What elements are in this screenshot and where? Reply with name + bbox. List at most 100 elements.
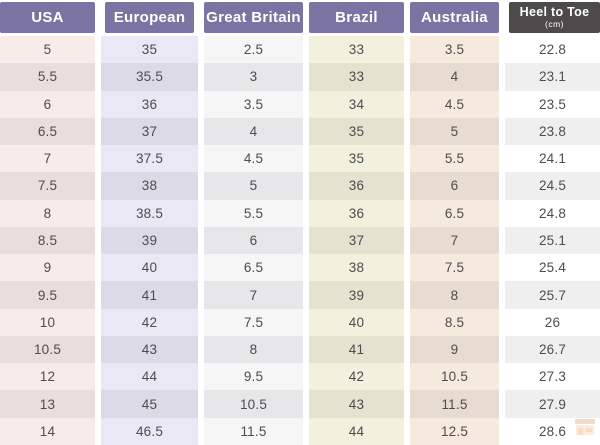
table-cell: 23.5 xyxy=(505,90,600,118)
table-cell: 39 xyxy=(101,226,198,255)
table-cell: 24.1 xyxy=(505,145,600,173)
table-cell: 5.5 xyxy=(0,63,95,91)
table-cell: 10.5 xyxy=(204,390,303,418)
table-cell: 5 xyxy=(204,172,303,200)
table-cell: 12.5 xyxy=(410,417,499,445)
table-cell: 6 xyxy=(204,226,303,255)
table-cell: 5.5 xyxy=(410,145,499,173)
table-cell: 5 xyxy=(0,36,95,64)
table-cell: 36 xyxy=(101,90,198,118)
table-cell: 38 xyxy=(309,254,404,282)
table-cell: 4 xyxy=(204,117,303,146)
table-cell: 44 xyxy=(309,417,404,445)
table-cell: 9.5 xyxy=(0,281,95,309)
table-cell: 25.1 xyxy=(505,226,600,255)
table-cell: 33 xyxy=(309,63,404,91)
table-cell: 27.9 xyxy=(505,390,600,418)
table-cell: 43 xyxy=(309,390,404,418)
table-cell: 11.5 xyxy=(410,390,499,418)
table-cell: 7 xyxy=(0,145,95,173)
table-cell: 25.7 xyxy=(505,281,600,309)
table-cell: 9.5 xyxy=(204,363,303,391)
table-cell: 41 xyxy=(309,335,404,364)
table-cell: 13 xyxy=(0,390,95,418)
table-cell: 8 xyxy=(0,199,95,227)
table-cell: 45 xyxy=(101,390,198,418)
table-cell: 3 xyxy=(204,63,303,91)
table-cell: 22.8 xyxy=(505,36,600,64)
table-cell: 7.5 xyxy=(410,254,499,282)
table-cell: 6 xyxy=(410,172,499,200)
storefront-logo-watermark-icon xyxy=(574,418,596,441)
column-header-heel-to-toe: Heel to Toe (cm) xyxy=(509,2,600,33)
table-cell: 6 xyxy=(0,90,95,118)
table-cell: 27.3 xyxy=(505,363,600,391)
table-cell: 9 xyxy=(410,335,499,364)
table-cell: 8 xyxy=(410,281,499,309)
table-cell: 33 xyxy=(309,36,404,64)
table-cell: 35 xyxy=(101,36,198,64)
table-cell: 36 xyxy=(309,199,404,227)
table-cell: 42 xyxy=(309,363,404,391)
table-cell: 3.5 xyxy=(204,90,303,118)
table-cell: 36 xyxy=(309,172,404,200)
table-cell: 35 xyxy=(309,145,404,173)
table-cell: 24.8 xyxy=(505,199,600,227)
table-cell: 10.5 xyxy=(0,335,95,364)
column-header-australia: Australia xyxy=(410,2,499,33)
table-cell: 10.5 xyxy=(410,363,499,391)
table-cell: 40 xyxy=(309,308,404,336)
table-cell: 7 xyxy=(410,226,499,255)
table-cell: 7.5 xyxy=(204,308,303,336)
table-cell: 8.5 xyxy=(410,308,499,336)
table-cell: 4.5 xyxy=(410,90,499,118)
table-cell: 39 xyxy=(309,281,404,309)
column-header-european: European xyxy=(105,2,194,33)
table-cell: 42 xyxy=(101,308,198,336)
column-header-brazil: Brazil xyxy=(309,2,404,33)
table-header-row: USA European Great Britain Brazil Austra… xyxy=(0,2,600,33)
table-cell: 43 xyxy=(101,335,198,364)
heel-to-toe-label: Heel to Toe xyxy=(519,4,590,19)
table-cell: 44 xyxy=(101,363,198,391)
column-header-usa: USA xyxy=(0,2,95,33)
table-cell: 8 xyxy=(204,335,303,364)
table-body: 5 35 2.5 33 3.5 22.8 5.5 35.5 3 33 4 23.… xyxy=(0,36,600,445)
table-cell: 37 xyxy=(101,117,198,146)
table-cell: 23.1 xyxy=(505,63,600,91)
table-cell: 41 xyxy=(101,281,198,309)
table-cell: 7.5 xyxy=(0,172,95,200)
column-header-great-britain: Great Britain xyxy=(204,2,303,33)
table-cell: 12 xyxy=(0,363,95,391)
table-cell: 46.5 xyxy=(101,417,198,445)
table-cell: 14 xyxy=(0,417,95,445)
table-cell: 25.4 xyxy=(505,254,600,282)
table-cell: 26 xyxy=(505,308,600,336)
table-cell: 7 xyxy=(204,281,303,309)
table-cell: 11.5 xyxy=(204,417,303,445)
table-cell: 26.7 xyxy=(505,335,600,364)
heel-to-toe-unit: (cm) xyxy=(545,18,564,29)
table-cell: 37.5 xyxy=(101,145,198,173)
table-cell: 40 xyxy=(101,254,198,282)
table-cell: 35.5 xyxy=(101,63,198,91)
table-cell: 6.5 xyxy=(204,254,303,282)
table-cell: 8.5 xyxy=(0,226,95,255)
table-cell: 4.5 xyxy=(204,145,303,173)
table-cell: 28.6 xyxy=(505,417,600,445)
table-cell: 5.5 xyxy=(204,199,303,227)
table-cell: 38 xyxy=(101,172,198,200)
table-cell: 10 xyxy=(0,308,95,336)
table-cell: 38.5 xyxy=(101,199,198,227)
table-cell: 34 xyxy=(309,90,404,118)
table-cell: 3.5 xyxy=(410,36,499,64)
table-cell: 6.5 xyxy=(0,117,95,146)
table-cell: 5 xyxy=(410,117,499,146)
table-cell: 24.5 xyxy=(505,172,600,200)
table-cell: 23.8 xyxy=(505,117,600,146)
table-cell: 6.5 xyxy=(410,199,499,227)
table-cell: 35 xyxy=(309,117,404,146)
table-cell: 2.5 xyxy=(204,36,303,64)
table-cell: 37 xyxy=(309,226,404,255)
